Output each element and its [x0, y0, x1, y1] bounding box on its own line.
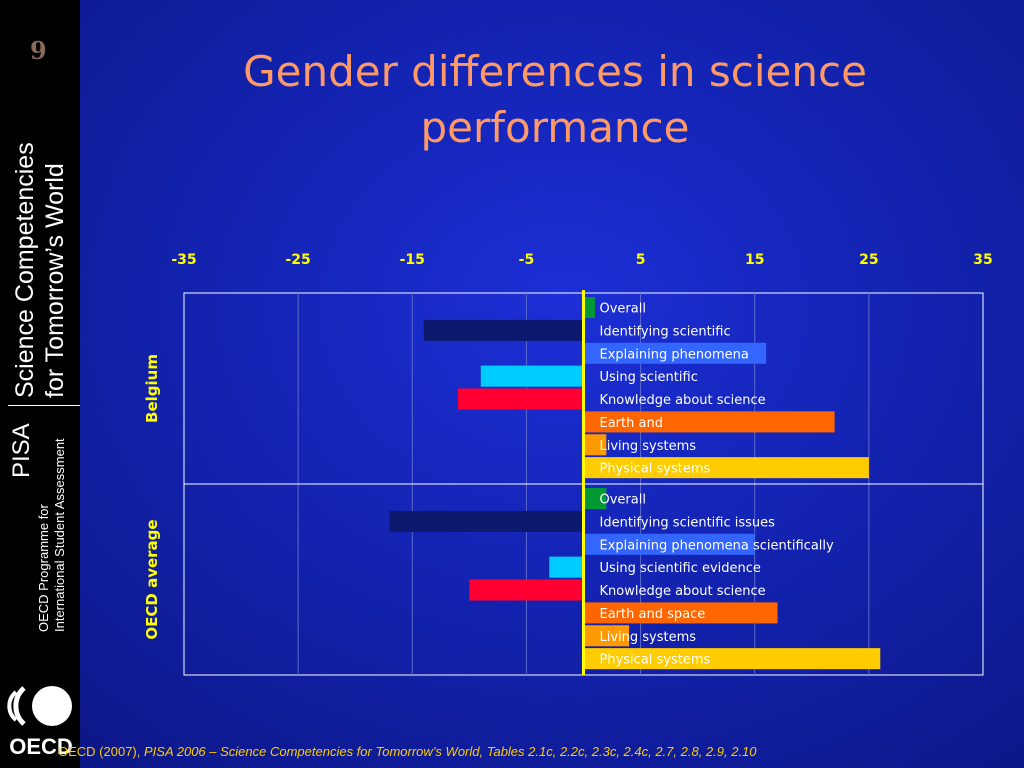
bar — [583, 648, 881, 670]
x-tick-label: -15 — [400, 252, 425, 268]
bar — [583, 434, 607, 456]
bar — [469, 579, 584, 601]
bar-label: Earth and space — [600, 607, 706, 622]
x-tick-label: -5 — [519, 252, 535, 268]
bar-label: Living systems — [600, 439, 697, 454]
oecd-logo: OECD — [7, 686, 73, 759]
bar — [583, 602, 778, 624]
bar-label: Knowledge about science — [600, 393, 766, 408]
bar — [583, 342, 767, 364]
x-tick-label: -35 — [171, 252, 196, 268]
oecd-logo-text: OECD — [9, 734, 73, 759]
x-tick-label: 15 — [745, 252, 764, 268]
bar-label: Identifying scientific issues — [600, 515, 776, 530]
group-label: OECD average — [143, 519, 161, 639]
source-prefix: OECD (2007), — [58, 744, 144, 759]
bar — [583, 457, 869, 479]
bar — [583, 533, 755, 555]
slide-title: Gender differences in science performanc… — [243, 47, 867, 152]
bar-label: Overall — [600, 302, 646, 317]
bar — [583, 625, 630, 647]
bar — [389, 510, 584, 532]
bar — [457, 388, 584, 410]
bar-label: Explaining phenomena scientifically — [600, 538, 835, 553]
bar — [583, 488, 607, 510]
x-tick-label: 25 — [859, 252, 878, 268]
sidebar: 9 Science Competencies for Tomorrow’s Wo… — [0, 0, 80, 768]
bar-label: Using scientific — [600, 370, 698, 385]
slide-number: 9 — [30, 36, 47, 65]
bar-label: Earth and — [600, 416, 663, 431]
bar-label: Overall — [600, 493, 646, 508]
bar-label: Physical systems — [600, 653, 711, 668]
bar — [480, 365, 584, 387]
x-tick-label: 5 — [636, 252, 646, 268]
bar — [549, 556, 584, 578]
bar-label: Using scientific evidence — [600, 561, 761, 576]
bar — [423, 319, 584, 341]
group-label: Belgium — [143, 354, 161, 423]
bar-label: Physical systems — [600, 462, 711, 477]
bar-label: Knowledge about science — [600, 584, 766, 599]
bar-label: Identifying scientific — [600, 324, 731, 339]
sidebar-divider — [8, 405, 80, 406]
x-tick-label: 35 — [973, 252, 992, 268]
source-title: PISA 2006 – Science Competencies for Tom… — [143, 744, 757, 759]
x-tick-label: -25 — [285, 252, 310, 268]
bar-label: Explaining phenomena — [600, 347, 749, 362]
bar — [583, 297, 595, 319]
source-citation: OECD (2007), PISA 2006 – Science Compete… — [58, 744, 757, 759]
bar — [583, 411, 835, 433]
bar-label: Living systems — [600, 630, 697, 645]
